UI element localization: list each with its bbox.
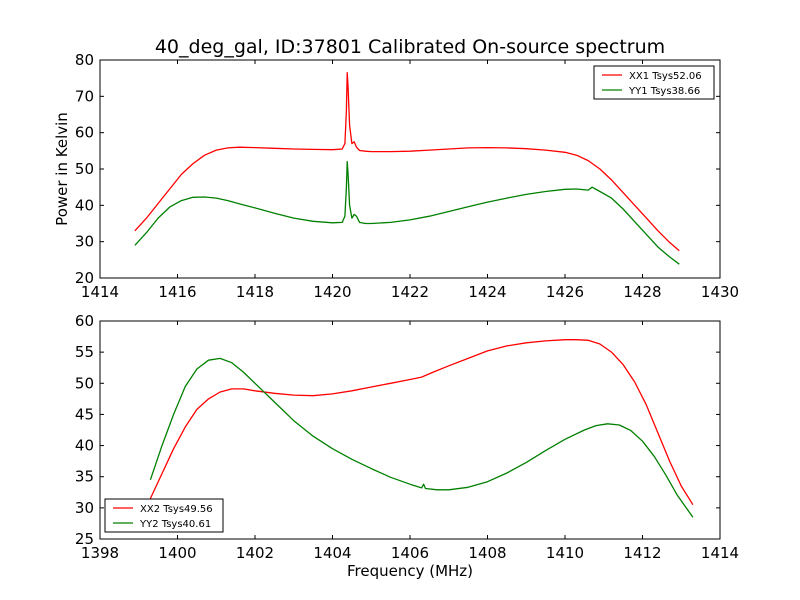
series-line-xx2 — [149, 339, 694, 506]
x-tick-label: 1424 — [468, 283, 506, 301]
y-tick-label: 70 — [75, 87, 94, 105]
x-tick-label: 1414 — [701, 544, 739, 562]
y-tick-label: 20 — [75, 269, 94, 287]
y-tick-label: 50 — [75, 374, 94, 392]
y-tick-label: 60 — [75, 312, 94, 330]
bottom-spectrum-panel: 1398 1400 1402 1404 1406 1408 1410 1412 1414 25 30… — [75, 312, 739, 562]
x-tick-label: 1420 — [313, 283, 351, 301]
y-tick-label: 60 — [75, 124, 94, 142]
x-tick-label: 1412 — [623, 544, 661, 562]
series-line-yy2 — [149, 357, 694, 518]
x-tick-label: 1406 — [391, 544, 429, 562]
x-tick-label: 1426 — [546, 283, 584, 301]
y-tick-label: 30 — [75, 499, 94, 517]
x-tick-label: 1410 — [546, 544, 584, 562]
x-tick-label: 1422 — [391, 283, 429, 301]
x-tick-label: 1416 — [158, 283, 196, 301]
y-tick-label: 35 — [75, 468, 94, 486]
x-tick-label: 1430 — [701, 283, 739, 301]
y-tick-label: 40 — [75, 437, 94, 455]
top-spectrum-panel: 1414 1416 1418 1420 1422 1424 1426 1428 1430 20 30… — [75, 51, 739, 301]
x-tick-label: 1404 — [313, 544, 351, 562]
y-tick-label: 40 — [75, 196, 94, 214]
y-axis-label-top: Power in Kelvin — [53, 112, 71, 226]
x-tick-label: 1408 — [468, 544, 506, 562]
y-tick-label: 30 — [75, 233, 94, 251]
x-axis-label-bottom: Frequency (MHz) — [347, 562, 473, 580]
y-tick-label: 80 — [75, 51, 94, 69]
series-line-xx1 — [134, 72, 680, 252]
y-tick-label: 45 — [75, 405, 94, 423]
legend-box — [593, 65, 715, 100]
figure-title: 40_deg_gal, ID:37801 Calibrated On-sourc… — [155, 36, 665, 58]
legend-label: XX1 Tsys52.06 — [629, 71, 702, 82]
x-tick-label: 1402 — [236, 544, 274, 562]
x-tick-label: 1418 — [236, 283, 274, 301]
x-tick-label: 1414 — [81, 283, 119, 301]
series-line-yy1 — [134, 161, 680, 265]
y-tick-label: 50 — [75, 160, 94, 178]
legend-label: YY1 Tsys38.66 — [628, 86, 700, 97]
legend-label: XX2 Tsys49.56 — [140, 504, 213, 515]
x-tick-label: 1398 — [81, 544, 119, 562]
y-tick-label: 25 — [75, 530, 94, 548]
x-tick-label: 1428 — [623, 283, 661, 301]
y-tick-label: 55 — [75, 343, 94, 361]
legend-box — [104, 498, 224, 533]
x-tick-label: 1400 — [158, 544, 196, 562]
legend-label: YY2 Tsys40.61 — [139, 519, 211, 530]
